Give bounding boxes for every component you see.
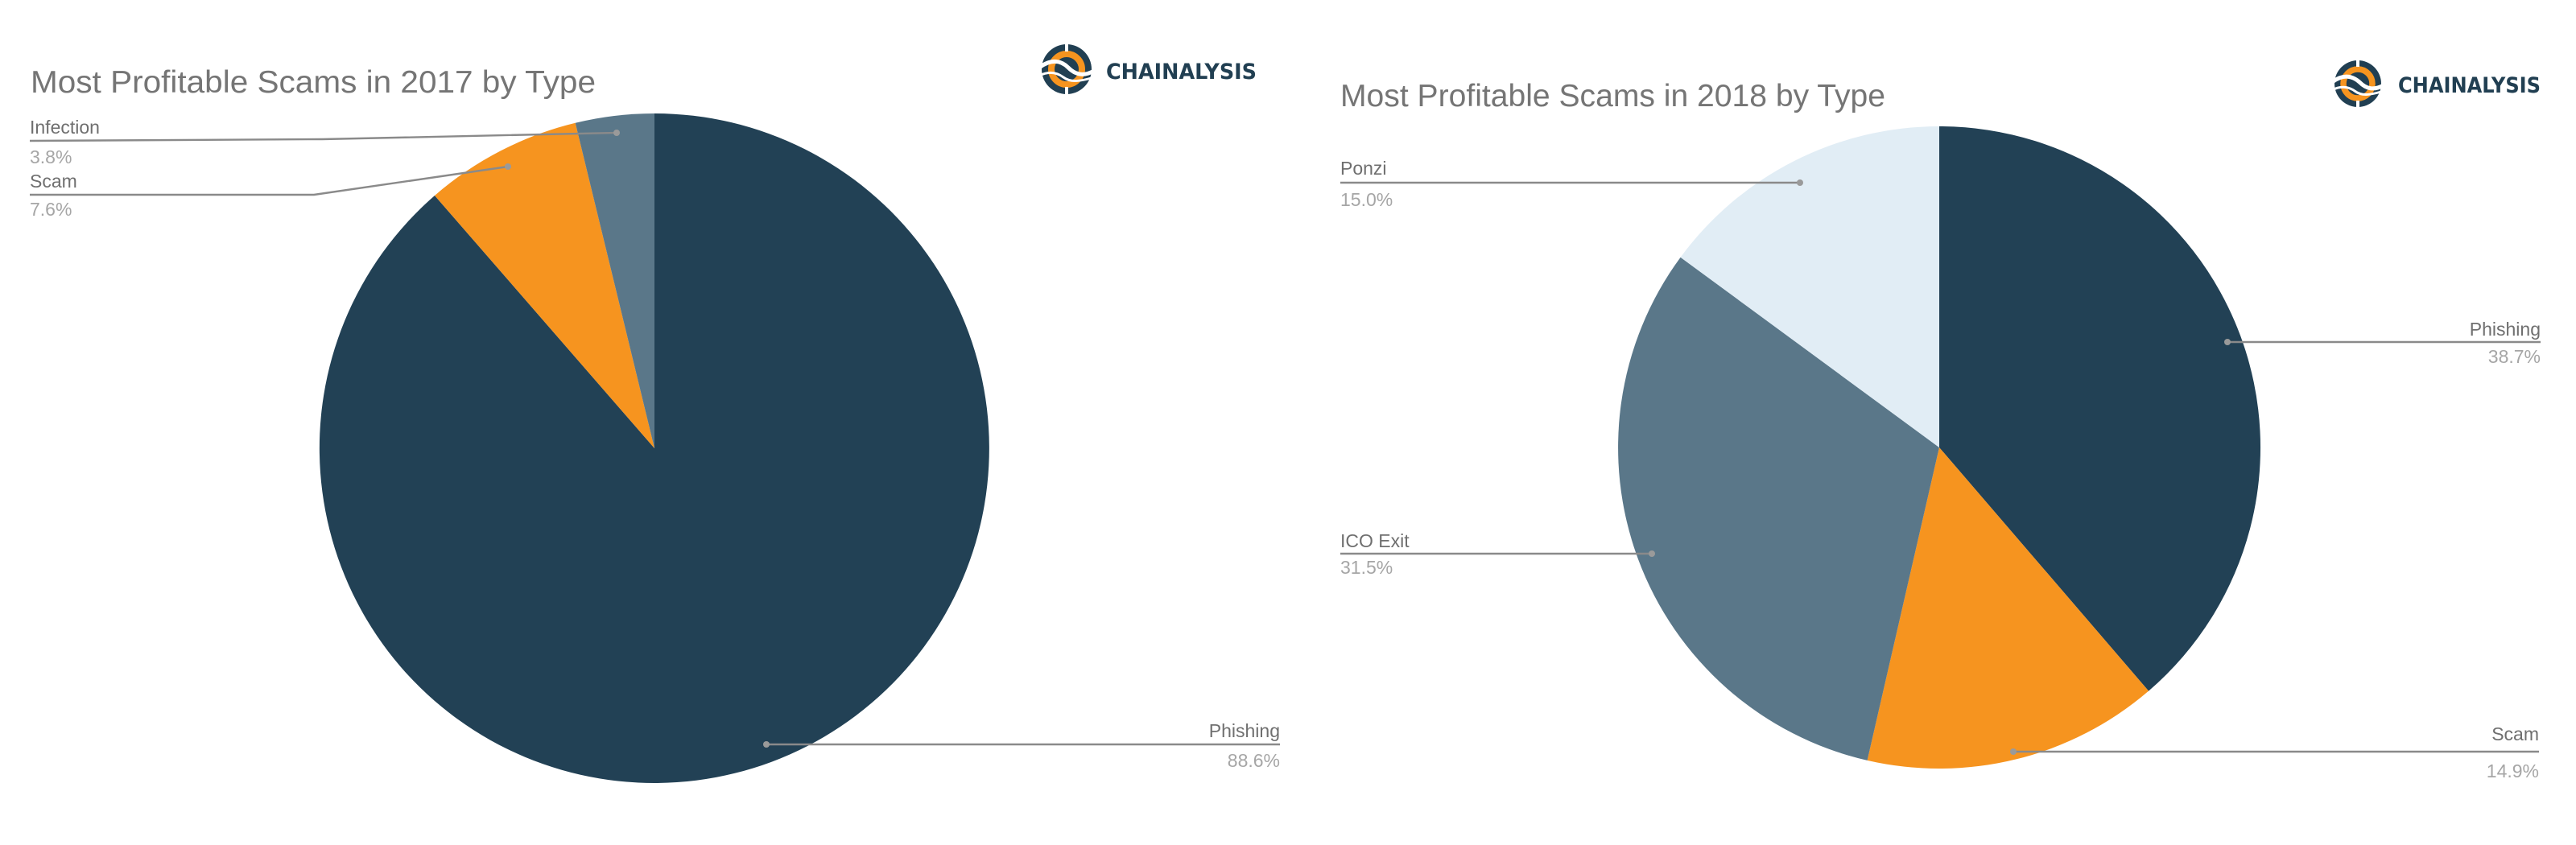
chart-title-2018: Most Profitable Scams in 2018 by Type xyxy=(1340,79,1885,113)
chainalysis-logo: CHAINALYSIS xyxy=(2330,58,2541,109)
slice-scam-2018[interactable] xyxy=(1867,447,2149,769)
label-ico-exit: ICO Exit xyxy=(1340,530,1410,551)
value-phishing: 88.6% xyxy=(1228,750,1280,771)
leader-dot-scam xyxy=(505,163,511,170)
slice-phishing-2017[interactable] xyxy=(319,113,989,783)
value-ico-exit: 31.5% xyxy=(1340,557,1393,578)
leader-line-infection xyxy=(29,131,617,142)
label-phishing: Phishing xyxy=(1209,720,1280,741)
slice-ponzi-2018[interactable] xyxy=(1680,126,1939,447)
chart-2017: Most Profitable Scams in 2017 by Type CH… xyxy=(29,42,1280,783)
chainalysis-wordmark: CHAINALYSIS xyxy=(2398,73,2541,98)
chainalysis-logo-icon xyxy=(1038,42,1096,97)
leader-dot-ponzi xyxy=(1797,179,1803,186)
chart-title-2017: Most Profitable Scams in 2017 by Type xyxy=(31,65,596,100)
label-ponzi: Ponzi xyxy=(1340,158,1387,179)
leader-dot-phishing xyxy=(2224,339,2231,345)
leader-dot-phishing xyxy=(763,741,770,748)
leader-dot-scam xyxy=(2010,748,2017,755)
label-phishing: Phishing xyxy=(2470,319,2541,340)
value-ponzi: 15.0% xyxy=(1340,189,1393,210)
chart-2018: Most Profitable Scams in 2018 by Type CH… xyxy=(1340,58,2541,781)
slice-ico-exit-2018[interactable] xyxy=(1618,257,1939,760)
chainalysis-wordmark: CHAINALYSIS xyxy=(1106,60,1257,84)
chainalysis-logo: CHAINALYSIS xyxy=(1038,42,1257,97)
value-scam: 14.9% xyxy=(2487,760,2539,781)
chainalysis-logo-icon xyxy=(2330,58,2385,109)
value-infection: 3.8% xyxy=(30,146,72,167)
slice-phishing-2018[interactable] xyxy=(1939,126,2261,691)
leader-line-scam xyxy=(30,165,509,196)
leader-dot-infection xyxy=(613,130,620,136)
label-scam: Scam xyxy=(30,171,77,192)
label-scam: Scam xyxy=(2491,723,2539,744)
label-infection: Infection xyxy=(30,117,100,138)
slice-scam-2017[interactable] xyxy=(435,122,654,449)
value-scam: 7.6% xyxy=(30,199,72,220)
leader-dot-ico-exit xyxy=(1649,550,1655,557)
value-phishing: 38.7% xyxy=(2488,346,2541,367)
slice-infection-2017[interactable] xyxy=(575,113,654,448)
